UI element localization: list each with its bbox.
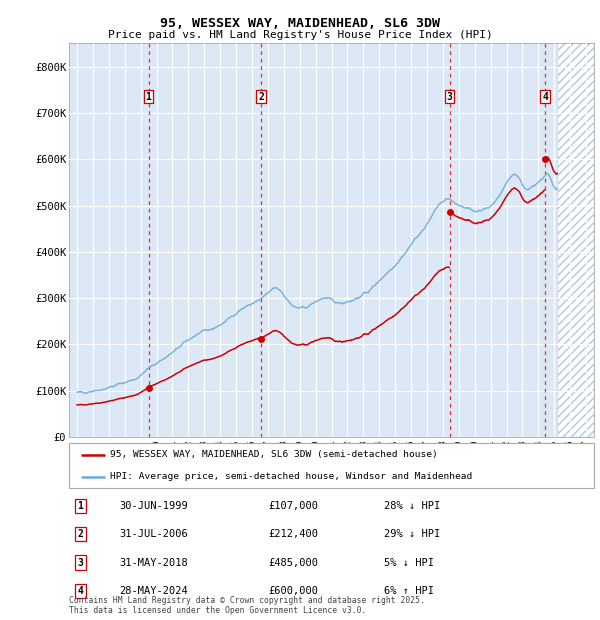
FancyBboxPatch shape — [69, 443, 594, 488]
Text: Contains HM Land Registry data © Crown copyright and database right 2025.
This d: Contains HM Land Registry data © Crown c… — [69, 596, 425, 615]
Text: HPI: Average price, semi-detached house, Windsor and Maidenhead: HPI: Average price, semi-detached house,… — [110, 472, 472, 481]
Text: 5% ↓ HPI: 5% ↓ HPI — [384, 557, 434, 567]
Text: 1: 1 — [146, 92, 151, 102]
Text: 29% ↓ HPI: 29% ↓ HPI — [384, 529, 440, 539]
Text: 6% ↑ HPI: 6% ↑ HPI — [384, 586, 434, 596]
Text: £485,000: £485,000 — [269, 557, 319, 567]
Text: 2: 2 — [258, 92, 264, 102]
Text: 30-JUN-1999: 30-JUN-1999 — [119, 501, 188, 511]
Text: 2: 2 — [77, 529, 83, 539]
Text: 3: 3 — [77, 557, 83, 567]
Text: 3: 3 — [446, 92, 452, 102]
Text: £600,000: £600,000 — [269, 586, 319, 596]
Text: 28% ↓ HPI: 28% ↓ HPI — [384, 501, 440, 511]
Text: £107,000: £107,000 — [269, 501, 319, 511]
Text: 31-JUL-2006: 31-JUL-2006 — [119, 529, 188, 539]
Text: 4: 4 — [77, 586, 83, 596]
Text: 95, WESSEX WAY, MAIDENHEAD, SL6 3DW: 95, WESSEX WAY, MAIDENHEAD, SL6 3DW — [160, 17, 440, 30]
Text: 4: 4 — [542, 92, 548, 102]
Text: 28-MAY-2024: 28-MAY-2024 — [119, 586, 188, 596]
Text: Price paid vs. HM Land Registry's House Price Index (HPI): Price paid vs. HM Land Registry's House … — [107, 30, 493, 40]
Text: 95, WESSEX WAY, MAIDENHEAD, SL6 3DW (semi-detached house): 95, WESSEX WAY, MAIDENHEAD, SL6 3DW (sem… — [110, 450, 438, 459]
Bar — [558, 43, 594, 437]
Text: 31-MAY-2018: 31-MAY-2018 — [119, 557, 188, 567]
Text: £212,400: £212,400 — [269, 529, 319, 539]
Text: 1: 1 — [77, 501, 83, 511]
